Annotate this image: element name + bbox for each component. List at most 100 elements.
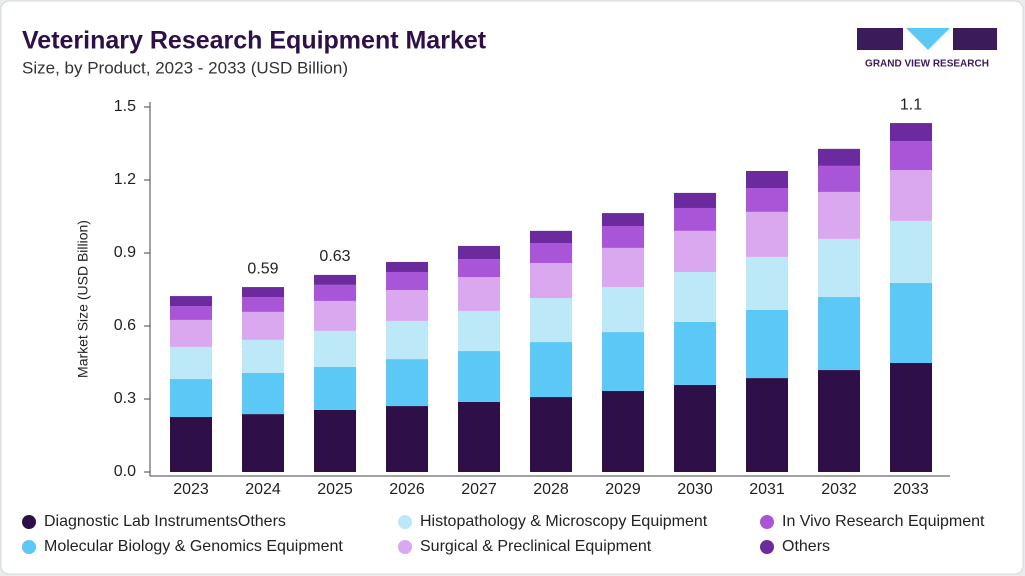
x-tick-label: 2033 <box>893 481 929 498</box>
bar-segment <box>746 256 788 310</box>
annotation: 1.1 <box>900 96 922 113</box>
logo-text: GRAND VIEW RESEARCH <box>865 59 989 70</box>
bar-segment <box>530 397 572 472</box>
bar-segment <box>674 192 716 208</box>
bar-segment <box>242 287 284 298</box>
bar-segment <box>890 282 932 363</box>
x-tick-label: 2032 <box>821 481 857 498</box>
chart-title: Veterinary Research Equipment Market <box>22 27 487 55</box>
bar-segment <box>242 372 284 415</box>
bar-segment <box>314 409 356 472</box>
bar-segment <box>386 406 428 472</box>
logo: GRAND VIEW RESEARCH <box>857 28 997 70</box>
bar-segment <box>890 170 932 221</box>
bar-segment <box>602 225 644 248</box>
bar-segment <box>386 262 428 272</box>
chart-subtitle: Size, by Product, 2023 - 2033 (USD Billi… <box>22 58 348 77</box>
legend-marker <box>398 540 412 554</box>
y-axis-title: Market Size (USD Billion) <box>75 220 91 378</box>
bar-segment <box>530 230 572 244</box>
bar-segment <box>386 289 428 321</box>
bar-segment <box>530 342 572 398</box>
bar-segment <box>314 284 356 301</box>
x-tick-label: 2023 <box>173 481 209 498</box>
bar-segment <box>386 359 428 407</box>
legend-label: Surgical & Preclinical Equipment <box>420 538 652 555</box>
x-tick-label: 2031 <box>749 481 785 498</box>
bar-segment <box>458 401 500 472</box>
bar-segment <box>242 311 284 340</box>
bar-segment <box>674 207 716 231</box>
bar-segment <box>314 366 356 410</box>
legend-marker <box>398 515 412 529</box>
bar-segment <box>458 351 500 402</box>
bar-segment <box>458 245 500 260</box>
bar-segment <box>530 262 572 299</box>
x-tick-label: 2030 <box>677 481 713 498</box>
bar-segment <box>818 297 860 371</box>
x-tick-label: 2025 <box>317 481 353 498</box>
y-tick-label: 0.3 <box>114 390 136 407</box>
x-tick-label: 2029 <box>605 481 641 498</box>
legend-marker <box>22 515 36 529</box>
bar-segment <box>818 370 860 472</box>
y-tick-label: 1.5 <box>114 98 136 115</box>
y-tick-label: 1.2 <box>114 171 136 188</box>
bar-segment <box>818 191 860 239</box>
bar-segment <box>170 417 212 472</box>
bar-segment <box>314 300 356 331</box>
bar-segment <box>890 123 932 142</box>
bar-segment <box>746 309 788 379</box>
legend-label: Others <box>782 538 830 555</box>
bar-segment <box>746 170 788 189</box>
bar-segment <box>242 414 284 472</box>
logo-block <box>953 28 997 50</box>
bar-segment <box>674 321 716 385</box>
x-tick-label: 2026 <box>389 481 425 498</box>
bar-segment <box>674 384 716 472</box>
x-tick-label: 2024 <box>245 481 281 498</box>
bar-segment <box>746 211 788 257</box>
bar-segment <box>530 298 572 343</box>
bar-segment <box>242 339 284 373</box>
x-tick-label: 2028 <box>533 481 569 498</box>
bar-segment <box>818 148 860 166</box>
bar-segment <box>674 271 716 322</box>
legend-marker <box>22 540 36 554</box>
legend-label: In Vivo Research Equipment <box>782 513 985 530</box>
logo-block <box>857 28 903 50</box>
bar-segment <box>602 247 644 288</box>
bar-segment <box>170 379 212 418</box>
legend-label: Diagnostic Lab InstrumentsOthers <box>44 513 286 530</box>
annotation: 0.63 <box>319 248 350 265</box>
legend-marker <box>760 515 774 529</box>
x-tick-label: 2027 <box>461 481 497 498</box>
bar-segment <box>458 259 500 278</box>
bar-segment <box>170 296 212 307</box>
bar-segment <box>314 330 356 367</box>
logo-block <box>906 28 950 50</box>
bar-segment <box>602 213 644 226</box>
bar-segment <box>602 332 644 391</box>
bar-segment <box>170 319 212 347</box>
bar-segment <box>890 220 932 283</box>
bar-segment <box>458 310 500 352</box>
bar-segment <box>818 165 860 192</box>
bar-segment <box>602 390 644 472</box>
bar-segment <box>746 188 788 212</box>
bar-segment <box>170 346 212 380</box>
bar-segment <box>458 277 500 311</box>
bar-segment <box>386 320 428 360</box>
bar-segment <box>530 243 572 263</box>
bar-segment <box>818 238 860 298</box>
legend-label: Molecular Biology & Genomics Equipment <box>44 538 343 555</box>
bar-segment <box>890 141 932 171</box>
bar-segment <box>314 274 356 285</box>
y-tick-label: 0.0 <box>114 463 136 480</box>
y-tick-label: 0.6 <box>114 317 136 334</box>
bar-segment <box>674 230 716 272</box>
bar-segment <box>602 287 644 333</box>
